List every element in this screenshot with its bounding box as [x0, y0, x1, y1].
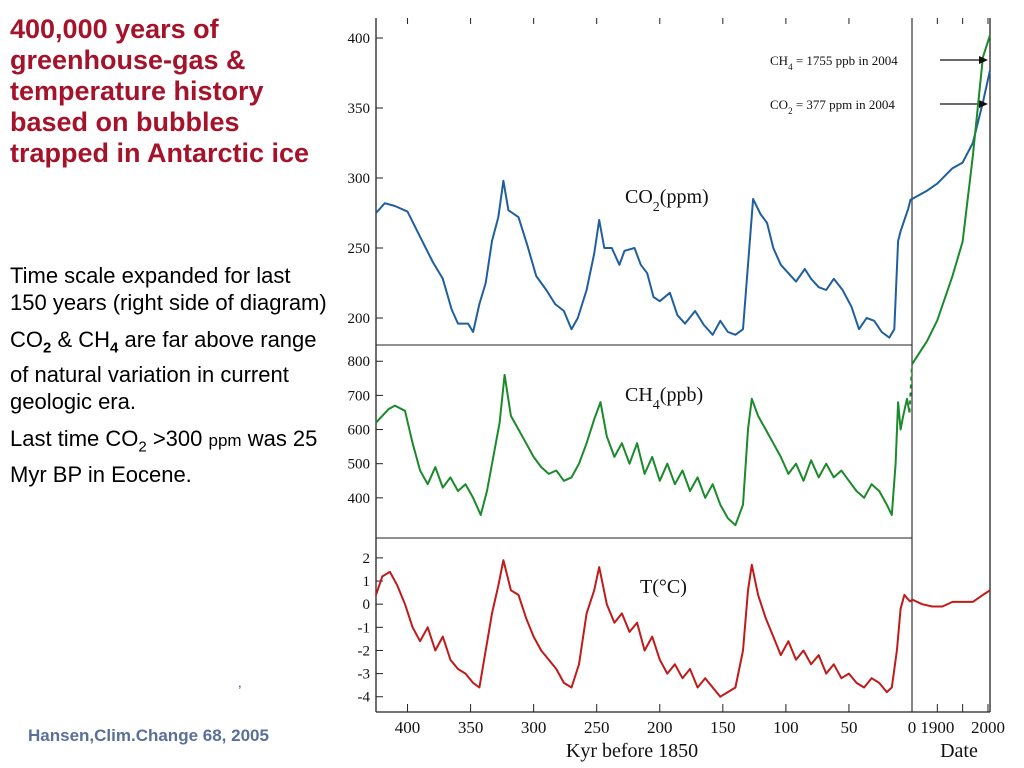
- y-tick-label-0-200: 200: [348, 311, 371, 327]
- x-tick-label-50: 50: [840, 718, 857, 737]
- series-line-0: [375, 179, 912, 339]
- panel-label-unit-1: (ppb): [660, 384, 703, 406]
- series-line-1: [375, 373, 911, 527]
- bullet-eocene-pre: Last time CO: [10, 426, 139, 452]
- series-line-2: [375, 559, 912, 698]
- x-tick-label-250: 250: [584, 718, 610, 737]
- slide-title: 400,000 years of greenhouse-gas & temper…: [10, 14, 310, 168]
- y-tick-label-2--1: -1: [358, 620, 371, 636]
- bullet-eocene-mid: >300: [146, 426, 209, 452]
- y-tick-label-1-700: 700: [348, 388, 371, 404]
- recent-line-1: [911, 34, 991, 365]
- x-axis-label-main: Kyr before 1850: [566, 740, 698, 762]
- y-tick-label-2-2: 2: [363, 551, 371, 567]
- y-tick-label-2-0: 0: [363, 597, 371, 613]
- citation: Hansen,Clim.Change 68, 2005: [28, 726, 269, 745]
- y-tick-label-0-350: 350: [348, 101, 371, 117]
- annotation-rest-1: = 1755 ppb in 2004: [793, 53, 899, 68]
- panel-label-subscript-0: 2: [653, 200, 660, 215]
- x-tick-label-300: 300: [521, 718, 547, 737]
- annotation-subscript-1: 4: [788, 62, 793, 72]
- stray-mark: ,: [238, 675, 242, 690]
- panel-label-subscript-1: 4: [653, 398, 660, 413]
- panel-label-unit-0: (ppm): [660, 186, 709, 208]
- gap-connector-1: [908, 364, 913, 413]
- x-recent-tick-label-1900: 1900: [920, 718, 954, 737]
- annotation-rest-0: = 377 ppm in 2004: [793, 97, 896, 112]
- recent-line-2: [911, 589, 991, 608]
- bullet-ch-text: & CH: [51, 327, 111, 352]
- annotation-arrow-head-1: [979, 56, 988, 64]
- bullet-list: Time scale expanded for last 150 years (…: [10, 262, 328, 498]
- y-tick-label-2--2: -2: [358, 643, 371, 659]
- y-tick-label-0-300: 300: [348, 171, 371, 187]
- recent-line-0: [911, 69, 991, 200]
- panel-label-1: CH4(ppb): [625, 384, 703, 413]
- y-tick-label-1-400: 400: [348, 491, 371, 507]
- x-tick-label-0: 0: [908, 718, 917, 737]
- x-tick-label-100: 100: [773, 718, 799, 737]
- bullet-eocene-ppm: ppm: [208, 431, 242, 451]
- bullet-co-text: CO: [10, 327, 43, 352]
- y-tick-label-1-600: 600: [348, 423, 371, 439]
- bullet-eocene: Last time CO2 >300 ppm was 25 Myr BP in …: [10, 425, 328, 487]
- bullet-range-rest: are far above range of natural variation…: [10, 327, 317, 415]
- annotation-0: CO2 = 377 ppm in 2004: [770, 97, 895, 116]
- y-tick-label-0-250: 250: [348, 241, 371, 257]
- gap-connector-2: [909, 599, 913, 603]
- y-tick-label-2-1: 1: [363, 574, 371, 590]
- panel-label-2: T(°C): [640, 576, 687, 598]
- y-tick-label-2--3: -3: [358, 667, 371, 683]
- x-recent-tick-label-2000: 2000: [971, 718, 1005, 737]
- bullet-eocene-post: was 25 Myr BP in Eocene.: [10, 426, 318, 487]
- x-tick-label-400: 400: [395, 718, 421, 737]
- annotation-arrow-head-0: [979, 100, 988, 108]
- x-axis-label-recent: Date: [940, 740, 978, 762]
- annotation-subscript-0: 2: [788, 106, 793, 116]
- x-tick-label-200: 200: [647, 718, 673, 737]
- y-tick-label-2--4: -4: [358, 690, 371, 706]
- x-tick-label-350: 350: [458, 718, 484, 737]
- bullet-co-subscript: 2: [43, 339, 52, 357]
- bullet-ch-subscript: 4: [110, 339, 119, 357]
- y-tick-label-1-500: 500: [348, 457, 371, 473]
- y-tick-label-1-800: 800: [348, 354, 371, 370]
- x-tick-label-150: 150: [710, 718, 736, 737]
- y-tick-label-0-400: 400: [348, 31, 371, 47]
- bullet-timescale: Time scale expanded for last 150 years (…: [10, 263, 327, 315]
- bullet-range: CO2 & CH4 are far above range of natural…: [10, 326, 328, 415]
- panel-label-0: CO2(ppm): [625, 186, 709, 215]
- annotation-1: CH4 = 1755 ppb in 2004: [770, 53, 898, 72]
- bullet-eocene-subscript: 2: [138, 438, 147, 456]
